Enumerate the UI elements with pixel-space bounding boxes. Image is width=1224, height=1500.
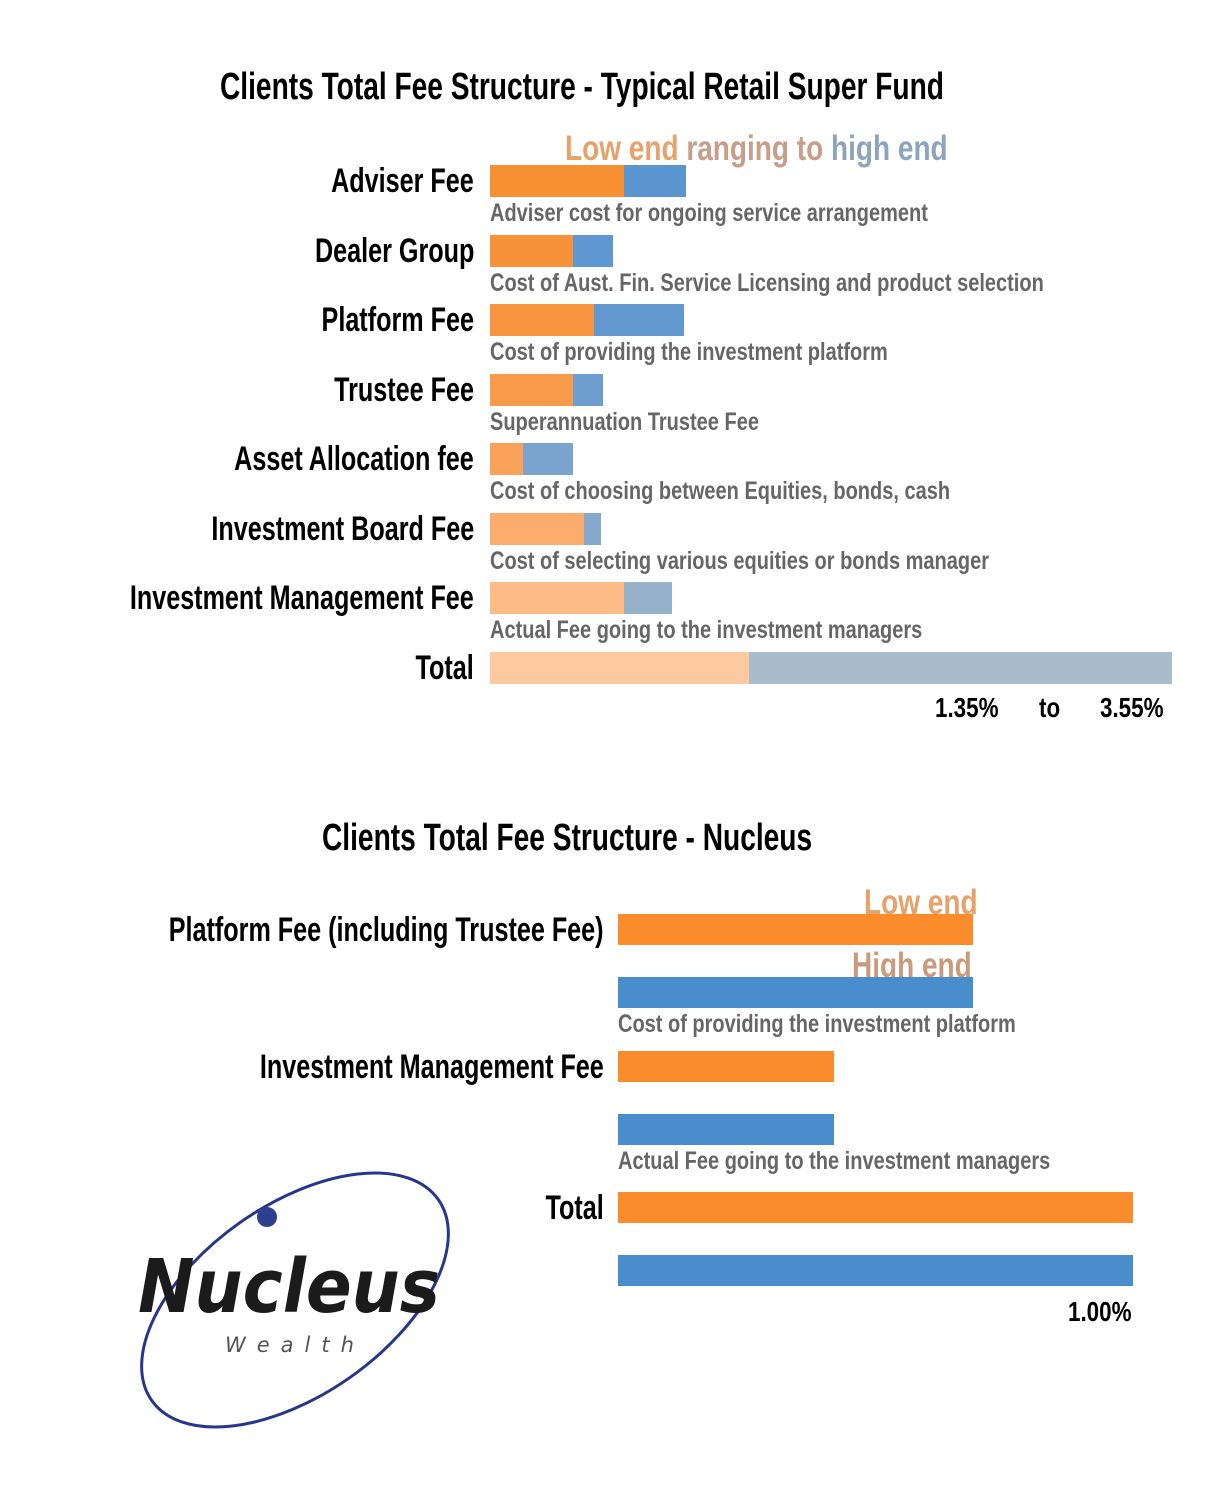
row-label: Total — [415, 649, 474, 687]
row-description: Cost of selecting various equities or bo… — [490, 547, 989, 575]
logo-subtitle: Wealth — [225, 1333, 365, 1357]
row-description: Superannuation Trustee Fee — [490, 408, 759, 436]
row-description: Cost of providing the investment platfor… — [490, 338, 888, 366]
bar-low — [490, 304, 594, 336]
bar-high — [749, 652, 1172, 684]
bar-low — [618, 1192, 1133, 1223]
category-label: Platform Fee (including Trustee Fee) — [169, 911, 604, 949]
bar-low — [490, 374, 573, 406]
bar-high — [593, 304, 685, 336]
legend-high-label: high end — [831, 129, 948, 168]
bar-low — [490, 443, 523, 475]
bar-low — [490, 235, 573, 267]
bar-high — [584, 513, 602, 545]
legend-low-label: Low end — [565, 129, 679, 168]
row-description: Cost of Aust. Fin. Service Licensing and… — [490, 269, 1044, 297]
row-description: Actual Fee going to the investment manag… — [490, 616, 923, 644]
bar-high — [618, 977, 974, 1008]
total-low-value: 1.35% — [935, 692, 999, 723]
row-description: Adviser cost for ongoing service arrange… — [490, 199, 928, 227]
logo-dot — [257, 1207, 277, 1227]
total-high-value: 3.55% — [1100, 692, 1164, 723]
row-label: Platform Fee — [321, 301, 474, 339]
bar-high — [522, 443, 573, 475]
bar-low — [490, 513, 585, 545]
bar-high — [624, 582, 673, 614]
category-description: Cost of providing the investment platfor… — [618, 1010, 1016, 1038]
row-label: Investment Management Fee — [130, 579, 474, 617]
logo-orbit — [140, 1171, 450, 1429]
bar-high — [572, 374, 604, 406]
nucleus-total-value: 1.00% — [1068, 1296, 1132, 1327]
row-label: Trustee Fee — [334, 371, 474, 409]
row-label: Investment Board Fee — [211, 510, 474, 548]
chart1-title: Clients Total Fee Structure - Typical Re… — [220, 66, 944, 108]
category-description: Actual Fee going to the investment manag… — [618, 1147, 1051, 1175]
category-label: Investment Management Fee — [260, 1048, 604, 1086]
row-description: Cost of choosing between Equities, bonds… — [490, 477, 951, 505]
legend-connector: ranging to — [686, 129, 824, 168]
row-label: Asset Allocation fee — [234, 440, 474, 478]
bar-low — [618, 1051, 835, 1082]
row-label: Adviser Fee — [331, 162, 474, 200]
bar-low — [490, 582, 625, 614]
total-to-text: to — [1039, 692, 1061, 723]
logo-wordmark: Nucleus — [138, 1244, 440, 1330]
nucleus-logo: Nucleus Wealth — [138, 1171, 450, 1429]
bar-high — [618, 1114, 835, 1145]
chart2-title: Clients Total Fee Structure - Nucleus — [322, 817, 813, 859]
bar-low — [490, 165, 625, 197]
bar-high — [572, 235, 613, 267]
row-label: Dealer Group — [314, 232, 474, 270]
bar-high — [624, 165, 686, 197]
bar-high — [618, 1255, 1133, 1286]
chart1-legend: Low end ranging to high end — [565, 130, 1043, 168]
category-label: Total — [545, 1189, 604, 1227]
bar-low — [490, 652, 750, 684]
bar-low — [618, 914, 974, 945]
